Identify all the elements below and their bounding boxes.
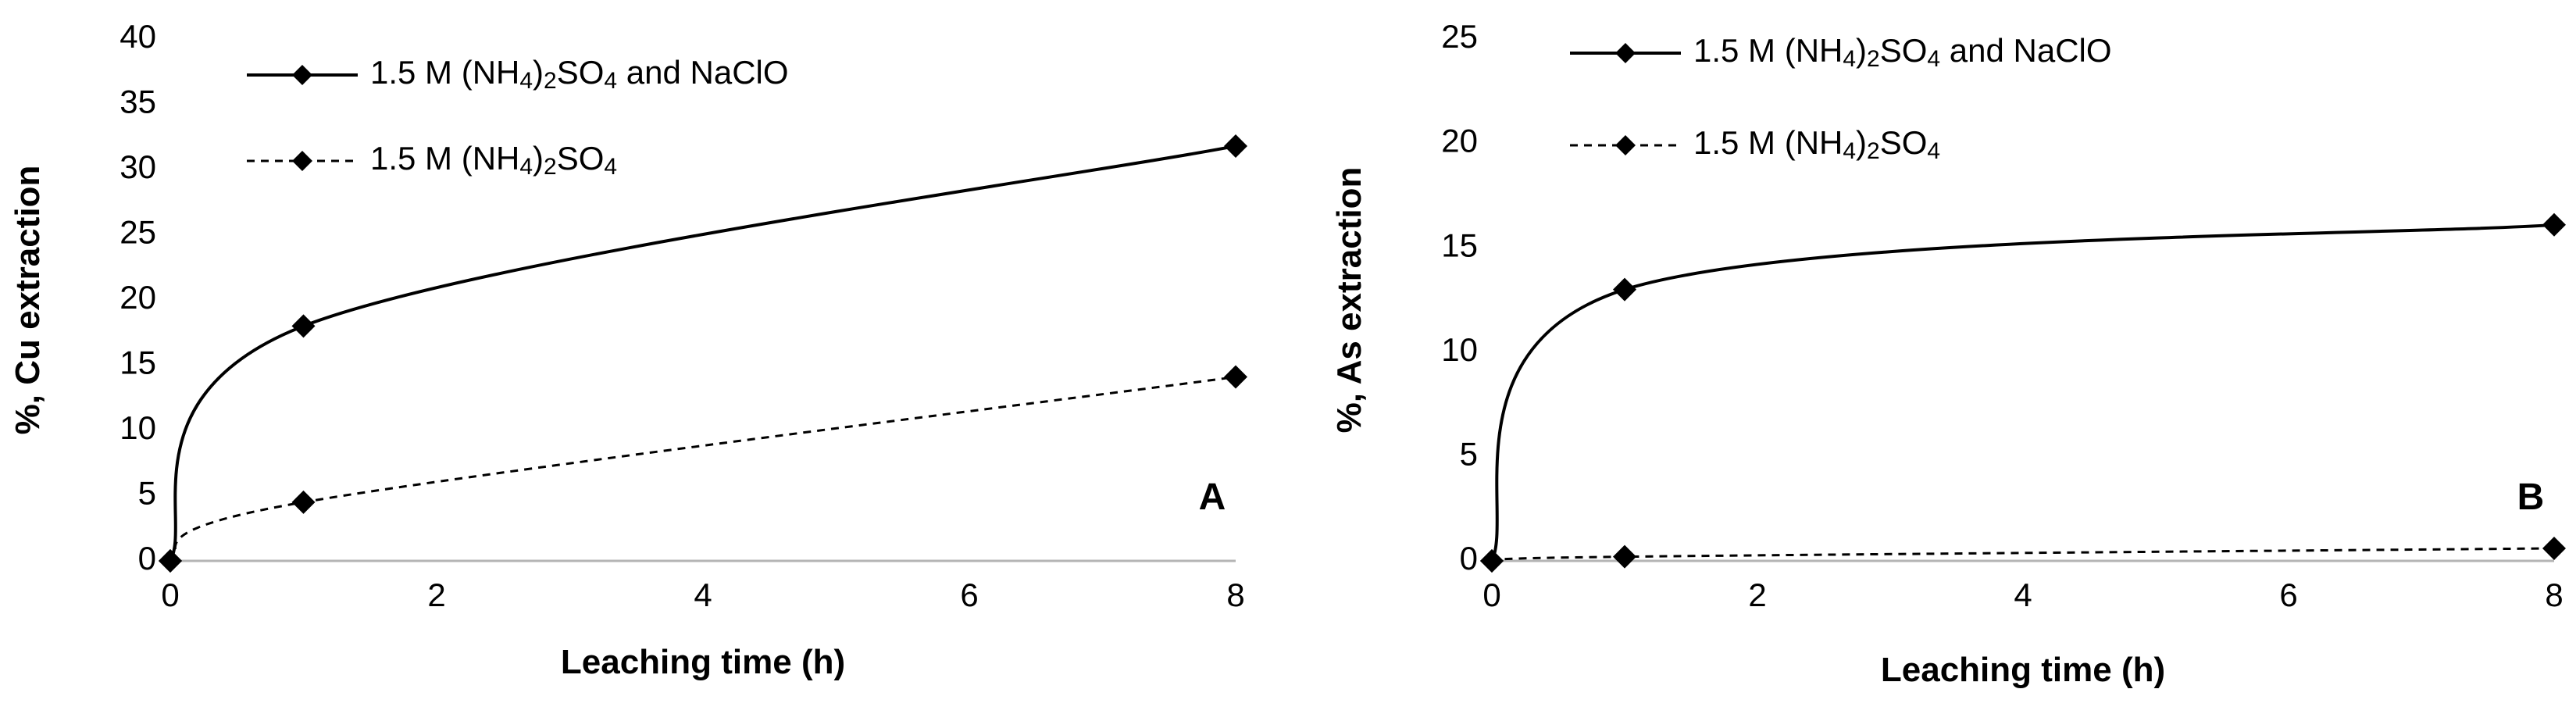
legend-subscript: 2 <box>1867 138 1880 164</box>
legend-text-part: and NaClO <box>1940 32 2111 69</box>
y-axis-title: %, As extraction <box>1330 167 1368 434</box>
x-tick-label: 2 <box>427 577 445 613</box>
x-tick-label: 4 <box>2014 577 2032 613</box>
x-tick-label: 0 <box>161 577 179 613</box>
legend-text-part: 1.5 M (NH <box>1693 32 1843 69</box>
legend-marker <box>292 151 312 171</box>
panel-label: B <box>2517 477 2545 518</box>
data-point-marker <box>1613 544 1636 569</box>
x-axis-title: Leaching time (h) <box>561 643 845 681</box>
x-tick-label: 6 <box>2279 577 2297 613</box>
x-axis-title: Leaching time (h) <box>1881 651 2165 689</box>
x-tick-label: 4 <box>694 577 712 613</box>
y-tick-label: 40 <box>120 18 156 55</box>
series-line-1 <box>1490 223 2555 562</box>
y-tick-label: 0 <box>1460 540 1478 577</box>
series-line-2 <box>169 376 1236 562</box>
legend-subscript: 4 <box>1927 46 1940 72</box>
legend-subscript: 4 <box>1843 138 1856 164</box>
data-point-marker <box>1224 134 1247 158</box>
data-point-marker <box>2542 212 2566 237</box>
legend-text-part: SO <box>557 54 605 91</box>
y-tick-label: 20 <box>1441 123 1478 159</box>
legend-text-part: ) <box>533 140 544 177</box>
legend-label: 1.5 M (NH4)2SO4 <box>1693 124 1940 164</box>
y-tick-label: 10 <box>1441 331 1478 368</box>
legend-text-part: SO <box>557 140 605 177</box>
data-point-marker <box>159 549 182 573</box>
legend-label: 1.5 M (NH4)2SO4 and NaClO <box>370 54 789 94</box>
x-tick-label: 6 <box>960 577 978 613</box>
legend-text-part: ) <box>1856 32 1867 69</box>
legend-subscript: 4 <box>519 154 533 180</box>
legend-text-part: 1.5 M (NH <box>370 140 519 177</box>
legend-label: 1.5 M (NH4)2SO4 and NaClO <box>1693 32 2112 72</box>
x-tick-label: 2 <box>1748 577 1766 613</box>
x-tick-label: 0 <box>1482 577 1500 613</box>
y-tick-label: 25 <box>120 214 156 251</box>
legend-subscript: 2 <box>544 154 557 180</box>
legend-subscript: 4 <box>519 68 533 94</box>
x-tick-label: 8 <box>1226 577 1244 613</box>
series-line-2 <box>1491 547 2555 562</box>
x-tick-label: 8 <box>2545 577 2563 613</box>
legend-text-part: SO <box>1880 32 1928 69</box>
data-point-marker <box>1224 365 1247 389</box>
legend-marker <box>292 65 312 85</box>
data-point-marker <box>1613 277 1636 302</box>
y-tick-label: 15 <box>1441 227 1478 263</box>
data-point-marker <box>2542 536 2566 560</box>
legend-subscript: 4 <box>1927 138 1940 164</box>
y-tick-label: 15 <box>120 345 156 381</box>
legend-subscript: 4 <box>604 154 617 180</box>
legend-text-part: 1.5 M (NH <box>1693 124 1843 161</box>
y-tick-label: 25 <box>1441 18 1478 55</box>
legend-text-part: SO <box>1880 124 1928 161</box>
y-tick-label: 5 <box>1460 435 1478 472</box>
legend-subscript: 2 <box>1867 46 1880 72</box>
y-tick-label: 30 <box>120 148 156 185</box>
legend-marker <box>1615 135 1636 155</box>
panel-label: A <box>1199 477 1226 518</box>
y-tick-label: 35 <box>120 84 156 120</box>
y-tick-label: 0 <box>138 540 156 577</box>
y-tick-label: 5 <box>138 475 156 512</box>
y-tick-label: 10 <box>120 409 156 446</box>
data-point-marker <box>291 490 316 514</box>
legend-label: 1.5 M (NH4)2SO4 <box>370 140 617 180</box>
legend-text-part: and NaClO <box>617 54 788 91</box>
legend-subscript: 4 <box>1843 46 1856 72</box>
legend-text-part: 1.5 M (NH <box>370 54 519 91</box>
series-line-1 <box>169 144 1236 562</box>
legend-subscript: 2 <box>544 68 557 94</box>
y-axis-title: %, Cu extraction <box>9 166 47 435</box>
legend-marker <box>1615 43 1636 63</box>
legend-text-part: ) <box>533 54 544 91</box>
data-point-marker <box>1480 549 1504 573</box>
legend-text-part: ) <box>1856 124 1867 161</box>
legend-subscript: 4 <box>604 68 617 94</box>
data-point-marker <box>291 314 316 338</box>
y-tick-label: 20 <box>120 279 156 316</box>
